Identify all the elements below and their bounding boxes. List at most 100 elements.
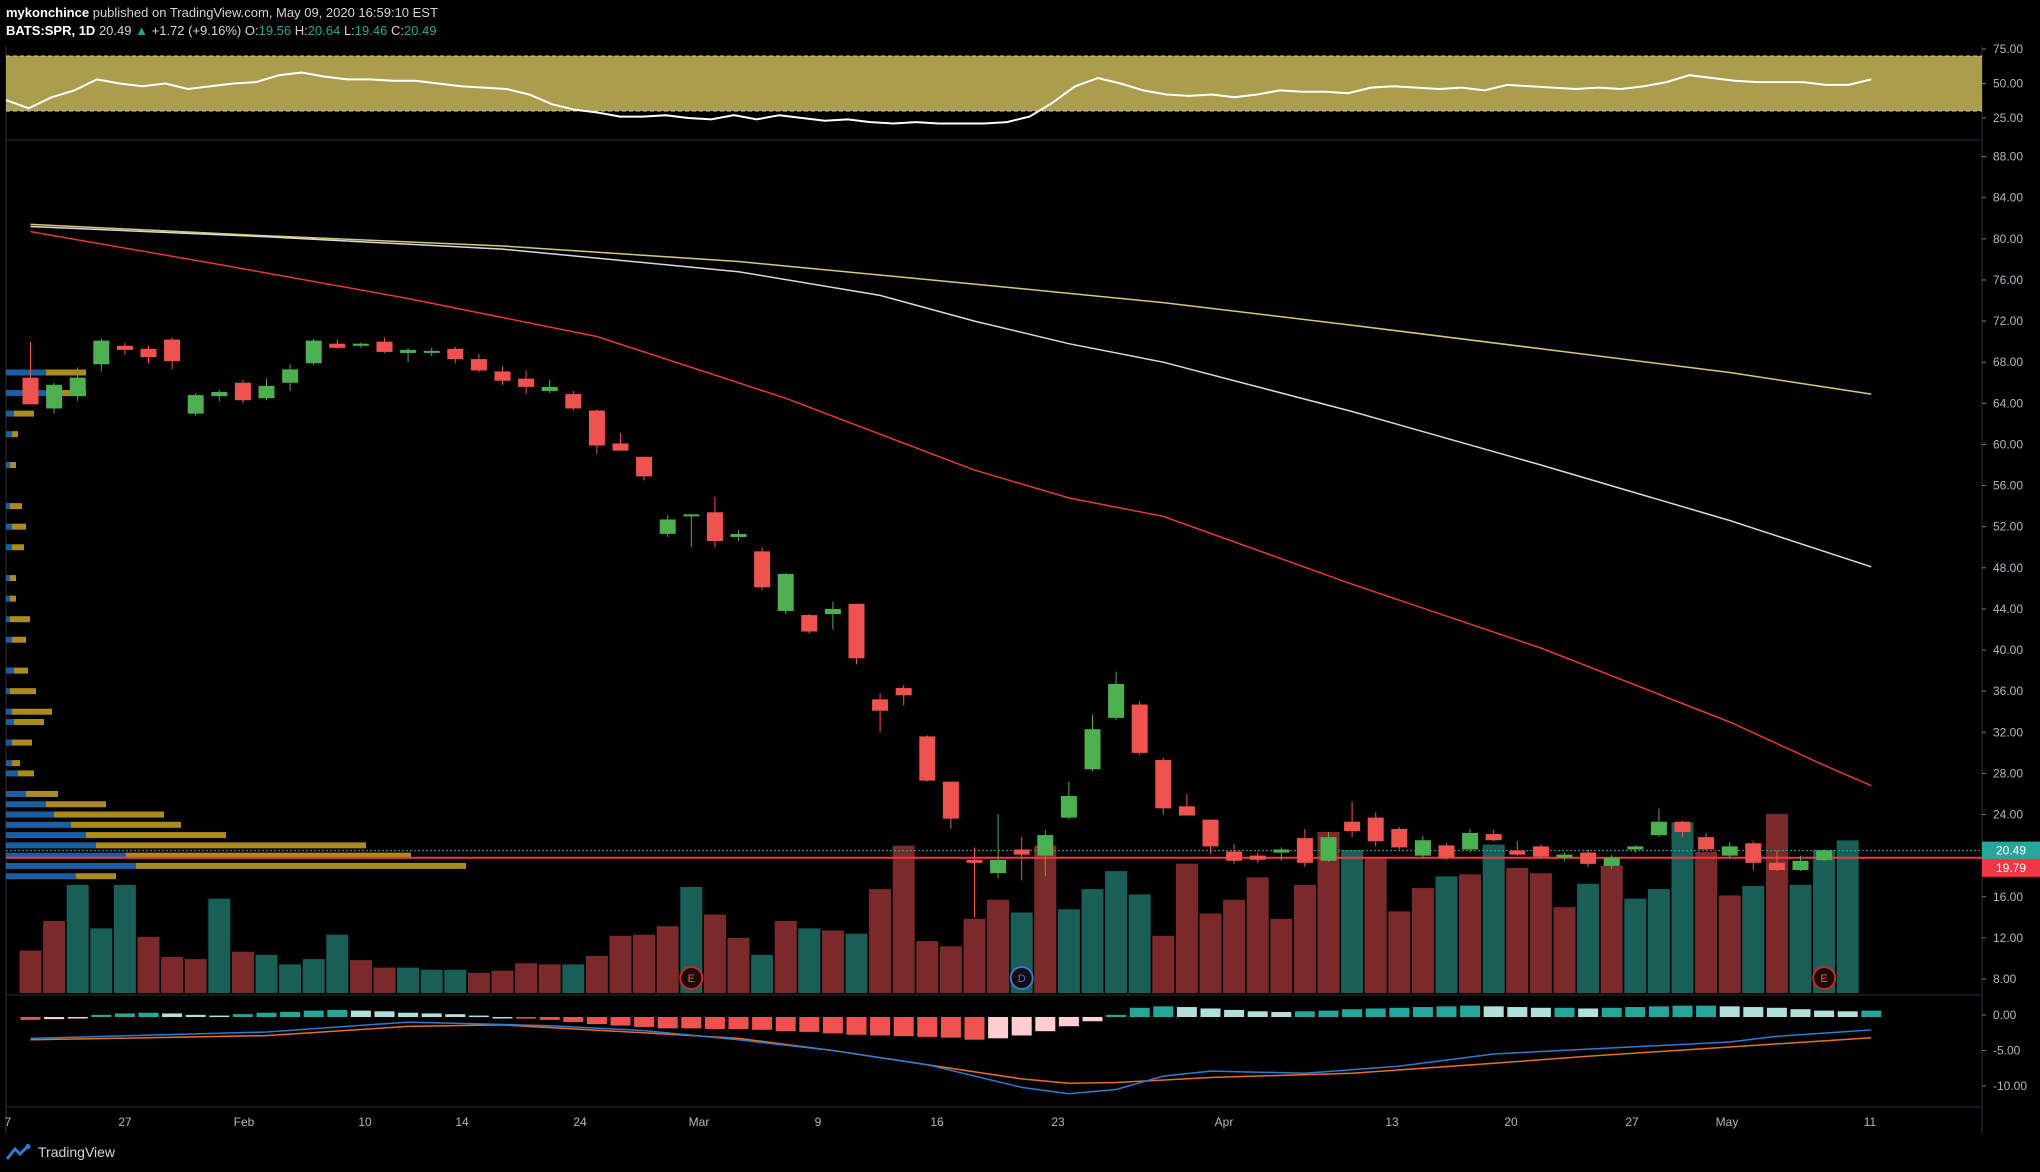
macd-histogram-bar xyxy=(539,1017,560,1020)
ohlc-line: BATS:SPR, 1D 20.49 ▲ +1.72 (+9.16%) O:19… xyxy=(6,22,438,40)
volume-profile-down-bar xyxy=(12,523,26,530)
volume-bar xyxy=(1034,845,1057,993)
volume-profile-up-bar xyxy=(6,832,86,839)
time-axis-label: 20 xyxy=(1504,1115,1518,1129)
macd-histogram-bar xyxy=(940,1017,961,1038)
candle-up xyxy=(1108,683,1125,718)
macd-histogram-bar xyxy=(752,1017,773,1030)
macd-histogram-bar xyxy=(1436,1006,1457,1017)
candle-up xyxy=(1816,850,1833,861)
event-marker-label: D xyxy=(1018,973,1026,985)
candle-down xyxy=(848,603,865,659)
price-axis-label: 16.00 xyxy=(1993,890,2023,904)
macd-histogram-bar xyxy=(917,1017,938,1037)
last-price-tag xyxy=(1982,841,2040,860)
candle-up xyxy=(305,340,322,364)
candle-down xyxy=(612,443,629,451)
candle-down xyxy=(1485,834,1502,841)
volume-profile-down-bar xyxy=(10,616,30,623)
macd-histogram-bar xyxy=(445,1014,466,1017)
symbol-label[interactable]: BATS:SPR, 1D xyxy=(6,23,96,38)
candle-up xyxy=(541,386,558,391)
volume-bar xyxy=(137,936,160,993)
volume-bar xyxy=(656,926,679,993)
volume-profile-up-bar xyxy=(6,862,136,869)
volume-bar xyxy=(1789,884,1812,993)
high-value: 20.64 xyxy=(307,23,341,38)
volume-profile-down-bar xyxy=(76,873,116,880)
candle-up xyxy=(730,533,747,537)
macd-histogram-bar xyxy=(893,1017,914,1037)
candle-down xyxy=(872,699,889,711)
macd-histogram-bar xyxy=(1224,1009,1245,1017)
volume-bar xyxy=(420,969,443,993)
volume-bar xyxy=(1270,918,1293,993)
macd-histogram-bar xyxy=(1365,1008,1386,1017)
volume-profile-up-bar xyxy=(6,595,10,602)
macd-histogram-bar xyxy=(232,1014,253,1017)
macd-histogram-bar xyxy=(1790,1009,1811,1017)
earnings-marker xyxy=(679,966,704,990)
candle-down xyxy=(706,512,723,542)
volume-profile-down-bar xyxy=(86,832,226,839)
time-axis-label: 27 xyxy=(1625,1115,1639,1129)
macd-histogram-bar xyxy=(1011,1017,1032,1036)
low-label: L: xyxy=(343,23,355,38)
volume-bar xyxy=(66,884,89,993)
macd-histogram-bar xyxy=(374,1011,395,1017)
candle-up xyxy=(1037,835,1054,856)
price-change: +1.72 (+9.16%) xyxy=(151,23,242,38)
volume-bar xyxy=(397,967,420,993)
price-axis-label: 60.00 xyxy=(1993,437,2023,451)
volume-bar xyxy=(1175,863,1198,993)
publisher-name[interactable]: mykonchince xyxy=(6,5,90,20)
price-axis-label: 8.00 xyxy=(1993,972,2017,986)
volume-bar xyxy=(279,964,302,993)
volume-bar xyxy=(774,920,797,993)
macd-axis-label: 0.00 xyxy=(1993,1008,2017,1022)
volume-bar xyxy=(562,964,585,993)
macd-histogram-bar xyxy=(492,1017,513,1019)
volume-bar xyxy=(255,954,278,993)
volume-bar xyxy=(1482,844,1505,993)
volume-bar xyxy=(1506,867,1529,993)
macd-histogram-bar xyxy=(1271,1012,1292,1017)
line-price-tag xyxy=(1982,858,2040,877)
candle-down xyxy=(1249,855,1266,860)
tradingview-logo[interactable]: TradingView xyxy=(6,1144,115,1160)
volume-bar xyxy=(1246,877,1269,993)
macd-histogram-bar xyxy=(1342,1009,1363,1017)
macd-histogram-bar xyxy=(1554,1007,1575,1017)
volume-bar xyxy=(1411,888,1434,993)
macd-histogram-bar xyxy=(280,1012,301,1017)
candle-down xyxy=(470,359,487,371)
last-price: 20.49 xyxy=(98,23,132,38)
macd-histogram-bar xyxy=(1743,1007,1764,1017)
candle-up xyxy=(187,395,204,414)
volume-profile-up-bar xyxy=(6,410,14,417)
candle-up xyxy=(1627,846,1644,850)
macd-histogram-bar xyxy=(67,1017,88,1019)
candle-up xyxy=(400,349,417,353)
price-axis-label: 40.00 xyxy=(1993,643,2023,657)
time-axis-label: 16 xyxy=(930,1115,944,1129)
macd-histogram-bar xyxy=(1200,1008,1221,1017)
candle-up xyxy=(211,392,228,397)
up-arrow-icon: ▲ xyxy=(135,23,148,38)
candle-up xyxy=(1320,837,1337,861)
volume-bar xyxy=(90,928,113,993)
time-axis-label: 13 xyxy=(1385,1115,1399,1129)
candle-down xyxy=(1296,838,1313,863)
candle-down xyxy=(234,382,251,401)
volume-bar xyxy=(1529,873,1552,993)
price-axis-label: 24.00 xyxy=(1993,808,2023,822)
macd-histogram-bar xyxy=(398,1012,419,1017)
volume-profile-up-bar xyxy=(6,801,46,808)
macd-histogram-bar xyxy=(1106,1014,1127,1017)
candle-down xyxy=(1698,837,1715,850)
candle-down xyxy=(1768,862,1785,871)
event-marker-label: E xyxy=(688,973,695,985)
volume-profile-up-bar xyxy=(6,369,46,376)
macd-histogram-bar xyxy=(1247,1011,1268,1017)
